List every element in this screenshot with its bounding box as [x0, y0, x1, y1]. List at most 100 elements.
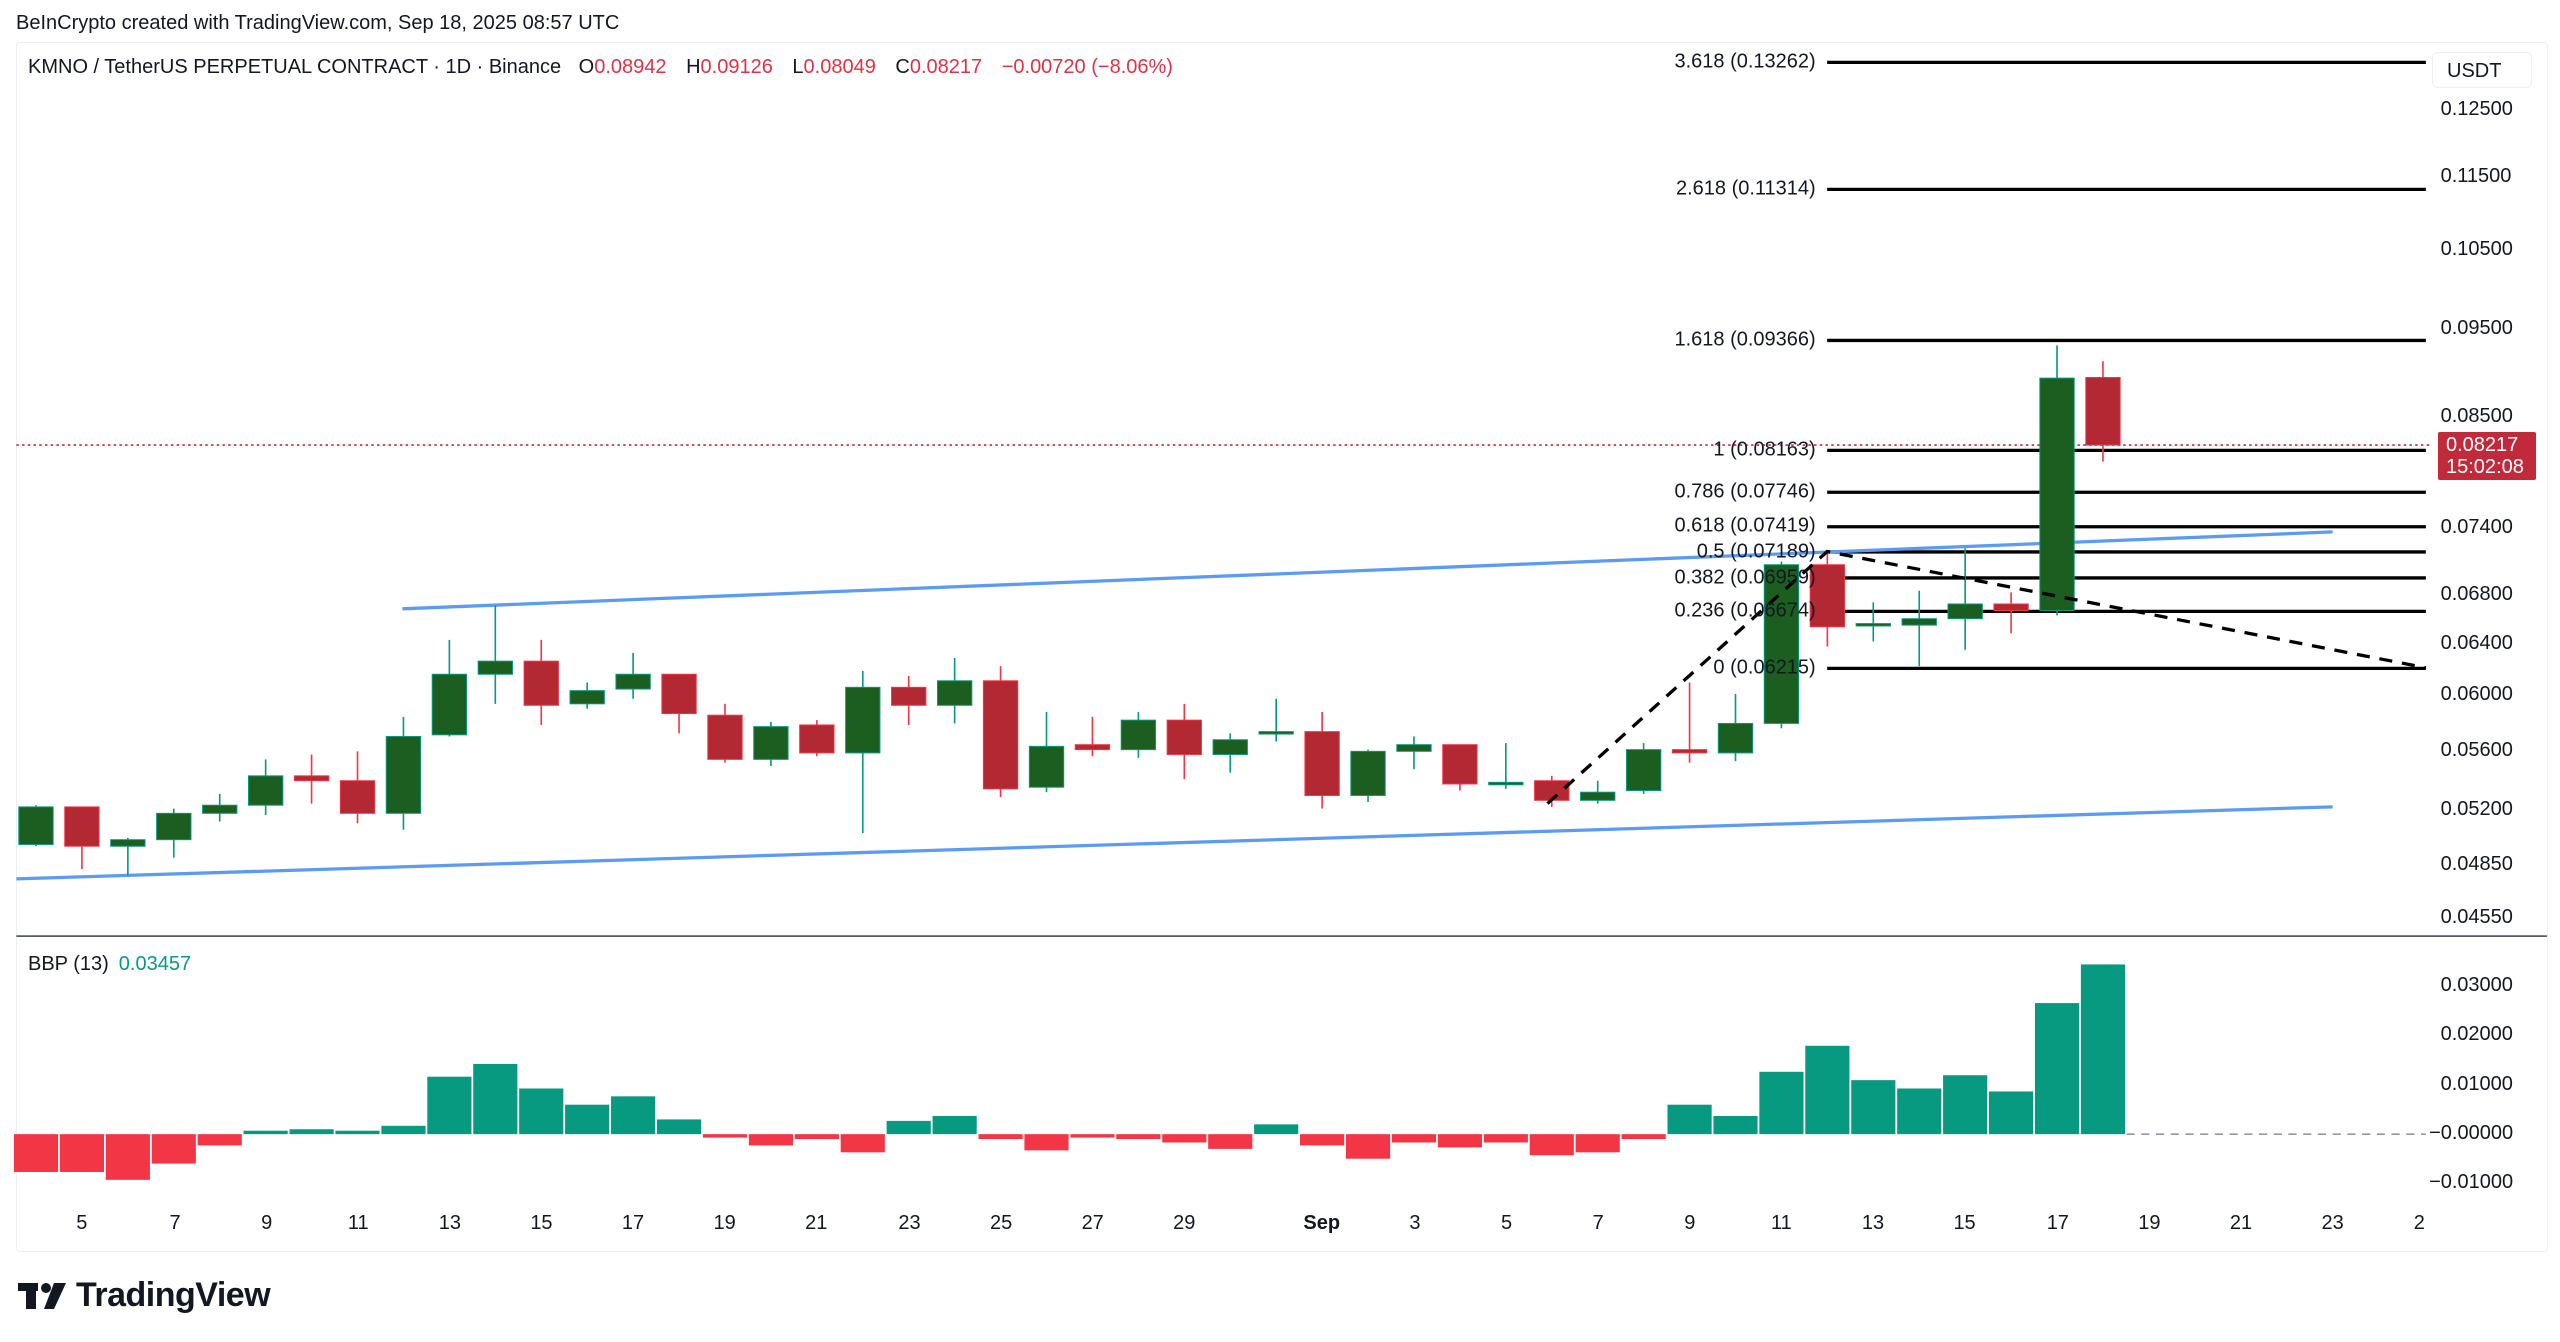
- channel-lower-line[interactable]: [16, 805, 2333, 881]
- dashed-projection-line[interactable]: [1546, 549, 2427, 805]
- candle-down[interactable]: [1534, 775, 1570, 807]
- time-tick-label: 11: [347, 1212, 369, 1234]
- bbp-bar: [381, 1125, 426, 1135]
- candle-up[interactable]: [431, 639, 468, 737]
- candle-body: [156, 812, 192, 841]
- open-value: 0.08942: [594, 56, 667, 78]
- bbp-bar: [1162, 1134, 1207, 1143]
- bbp-bar: [1529, 1134, 1574, 1156]
- candle-down[interactable]: [661, 673, 697, 734]
- candle-down[interactable]: [891, 675, 927, 725]
- candle-down[interactable]: [1993, 592, 2029, 634]
- time-tick-label: 3: [1409, 1212, 1421, 1234]
- fib-level-label: 3.618 (0.13262): [1674, 50, 1816, 73]
- chart-frame: [16, 42, 2548, 1252]
- candle-up[interactable]: [936, 657, 973, 724]
- price-tick-label: 0.09500: [2440, 316, 2513, 339]
- candle-up[interactable]: [1350, 749, 1386, 803]
- candle-body: [1166, 719, 1202, 755]
- close-label: C: [895, 56, 910, 78]
- bbp-bar: [886, 1120, 931, 1135]
- candle-up[interactable]: [569, 682, 605, 709]
- price-tick-label: 0.06000: [2440, 683, 2513, 706]
- candle-up[interactable]: [1947, 548, 1983, 650]
- candle-body: [1350, 750, 1386, 796]
- candle-down[interactable]: [799, 720, 835, 757]
- candle-up[interactable]: [615, 652, 651, 699]
- last-price-value: 0.08217: [2446, 434, 2519, 456]
- time-tick-label: 15: [1953, 1212, 1976, 1234]
- candle-up[interactable]: [753, 721, 789, 767]
- candle-up[interactable]: [1855, 602, 1891, 642]
- candle-up[interactable]: [1717, 693, 1754, 762]
- high-value: 0.09126: [700, 56, 773, 78]
- bbp-bar: [1024, 1134, 1069, 1151]
- low-value: 0.08049: [803, 56, 876, 78]
- candle-body: [247, 775, 284, 806]
- candle-up[interactable]: [845, 671, 881, 834]
- channel-upper-line[interactable]: [402, 530, 2333, 611]
- candle-down[interactable]: [293, 754, 330, 804]
- candle-down[interactable]: [64, 806, 100, 870]
- candle-body: [1671, 749, 1708, 754]
- candle-down[interactable]: [1074, 716, 1111, 757]
- candle-down[interactable]: [1166, 703, 1202, 780]
- time-tick-label: Sep: [1303, 1212, 1341, 1234]
- candle-down[interactable]: [707, 703, 743, 763]
- fib-level-label: 0.5 (0.07189): [1696, 540, 1816, 563]
- indicator-tick-label: −0.01000: [2429, 1170, 2514, 1193]
- candle-up[interactable]: [18, 805, 54, 847]
- candle-down[interactable]: [523, 639, 559, 725]
- candle-up[interactable]: [477, 605, 513, 704]
- candle-body: [1442, 744, 1478, 785]
- indicator-tick-label: 0.01000: [2440, 1072, 2513, 1095]
- candle-down[interactable]: [1442, 744, 1478, 791]
- time-tick-label: 19: [713, 1212, 736, 1234]
- symbol-legend: KMNO / TetherUS PERPETUAL CONTRACT · 1D …: [28, 56, 1187, 79]
- bbp-bar: [1483, 1134, 1528, 1143]
- candle-body: [1304, 731, 1340, 796]
- candle-down[interactable]: [1809, 551, 1846, 647]
- candle-down[interactable]: [1671, 682, 1708, 763]
- candle-up[interactable]: [247, 759, 284, 816]
- tradingview-logo-text: TradingView: [76, 1276, 271, 1314]
- candle-up[interactable]: [156, 808, 192, 858]
- candle-body: [1763, 564, 1800, 724]
- candle-down[interactable]: [2085, 361, 2121, 462]
- fib-level-label: 1.618 (0.09366): [1674, 328, 1816, 351]
- candle-up[interactable]: [1763, 561, 1800, 729]
- tradingview-logo[interactable]: TradingView: [18, 1276, 271, 1315]
- candle-up[interactable]: [110, 837, 146, 876]
- candle-up[interactable]: [1488, 743, 1524, 789]
- candle-up[interactable]: [1901, 590, 1937, 667]
- candle-up[interactable]: [1212, 733, 1248, 773]
- candle-up[interactable]: [1396, 736, 1432, 770]
- candle-up[interactable]: [1028, 711, 1065, 793]
- time-tick-label: 23: [2321, 1212, 2344, 1234]
- price-tick-label: 0.08500: [2440, 405, 2513, 428]
- candle-up[interactable]: [1625, 743, 1662, 794]
- candle-up[interactable]: [1258, 698, 1294, 742]
- symbol-name: KMNO / TetherUS PERPETUAL CONTRACT · 1D …: [28, 56, 562, 78]
- candle-down[interactable]: [982, 666, 1019, 798]
- time-tick-label: 5: [1500, 1212, 1513, 1234]
- currency-button[interactable]: USDT: [2432, 52, 2532, 88]
- candle-up[interactable]: [385, 716, 422, 830]
- candle-body: [1534, 780, 1570, 801]
- candle-up[interactable]: [2039, 345, 2075, 616]
- bbp-bar: [1851, 1080, 1896, 1135]
- fib-level-label: 0.236 (0.06674): [1674, 599, 1816, 622]
- candle-body: [1580, 791, 1616, 801]
- candle-up[interactable]: [1120, 711, 1157, 758]
- candle-body: [1901, 618, 1937, 626]
- candle-down[interactable]: [339, 751, 376, 824]
- candle-down[interactable]: [1304, 711, 1340, 809]
- bbp-bar: [1116, 1134, 1161, 1140]
- bbp-bar: [519, 1088, 564, 1135]
- fib-level-label: 0.786 (0.07746): [1674, 480, 1816, 503]
- candle-up[interactable]: [202, 793, 238, 822]
- candle-body: [753, 726, 789, 760]
- candle-up[interactable]: [1580, 780, 1616, 804]
- time-tick-label: 21: [2229, 1212, 2253, 1234]
